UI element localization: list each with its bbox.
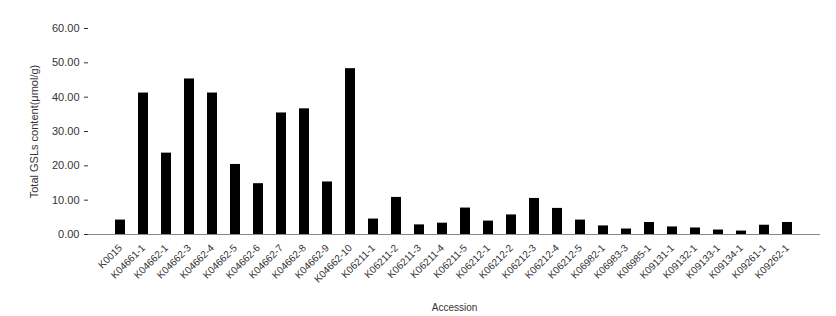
svg-text:K06212-2: K06212-2 bbox=[476, 242, 516, 281]
svg-text:K06211-5: K06211-5 bbox=[431, 242, 470, 281]
svg-text:K04662-9: K04662-9 bbox=[292, 242, 332, 281]
svg-text:K06211-3: K06211-3 bbox=[385, 242, 424, 281]
svg-text:K09133-1: K09133-1 bbox=[683, 242, 723, 281]
svg-text:K0015: K0015 bbox=[95, 242, 125, 271]
svg-text:Accession: Accession bbox=[432, 302, 478, 313]
svg-text:0.00: 0.00 bbox=[58, 228, 79, 240]
svg-text:K09131-1: K09131-1 bbox=[637, 242, 677, 281]
svg-text:60.00: 60.00 bbox=[52, 22, 80, 34]
svg-text:K06212-5: K06212-5 bbox=[545, 242, 585, 281]
svg-text:K06212-3: K06212-3 bbox=[499, 242, 539, 281]
svg-text:K04662-8: K04662-8 bbox=[269, 242, 309, 281]
svg-text:K09262-1: K09262-1 bbox=[753, 242, 792, 281]
svg-text:K04662-4: K04662-4 bbox=[177, 242, 217, 281]
svg-text:K04662-10: K04662-10 bbox=[311, 242, 355, 285]
svg-text:K06211-1: K06211-1 bbox=[339, 242, 378, 281]
svg-text:K04662-3: K04662-3 bbox=[154, 242, 194, 281]
svg-text:K04662-5: K04662-5 bbox=[200, 242, 240, 281]
svg-text:K06982-1: K06982-1 bbox=[568, 242, 608, 281]
svg-text:K06983-3: K06983-3 bbox=[591, 242, 631, 281]
svg-text:20.00: 20.00 bbox=[52, 159, 80, 171]
svg-text:K06212-1: K06212-1 bbox=[453, 242, 493, 281]
svg-text:K06985-1: K06985-1 bbox=[614, 242, 654, 281]
svg-text:K04662-1: K04662-1 bbox=[131, 242, 171, 281]
svg-text:K04662-6: K04662-6 bbox=[223, 242, 263, 281]
svg-text:K09261-1: K09261-1 bbox=[729, 242, 769, 281]
svg-text:40.00: 40.00 bbox=[52, 91, 80, 103]
svg-text:K04662-7: K04662-7 bbox=[246, 242, 286, 281]
svg-text:K06211-4: K06211-4 bbox=[408, 242, 447, 281]
svg-text:K06212-4: K06212-4 bbox=[522, 242, 562, 281]
svg-text:K06211-2: K06211-2 bbox=[362, 242, 401, 281]
svg-text:K04661-1: K04661-1 bbox=[108, 242, 148, 281]
svg-text:30.00: 30.00 bbox=[52, 125, 80, 137]
svg-text:K09134-1: K09134-1 bbox=[706, 242, 746, 281]
svg-text:10.00: 10.00 bbox=[52, 194, 80, 206]
svg-text:50.00: 50.00 bbox=[52, 56, 80, 68]
svg-text:K09132-1: K09132-1 bbox=[660, 242, 700, 281]
svg-text:Total GSLs content(μmol/g): Total GSLs content(μmol/g) bbox=[28, 65, 40, 199]
